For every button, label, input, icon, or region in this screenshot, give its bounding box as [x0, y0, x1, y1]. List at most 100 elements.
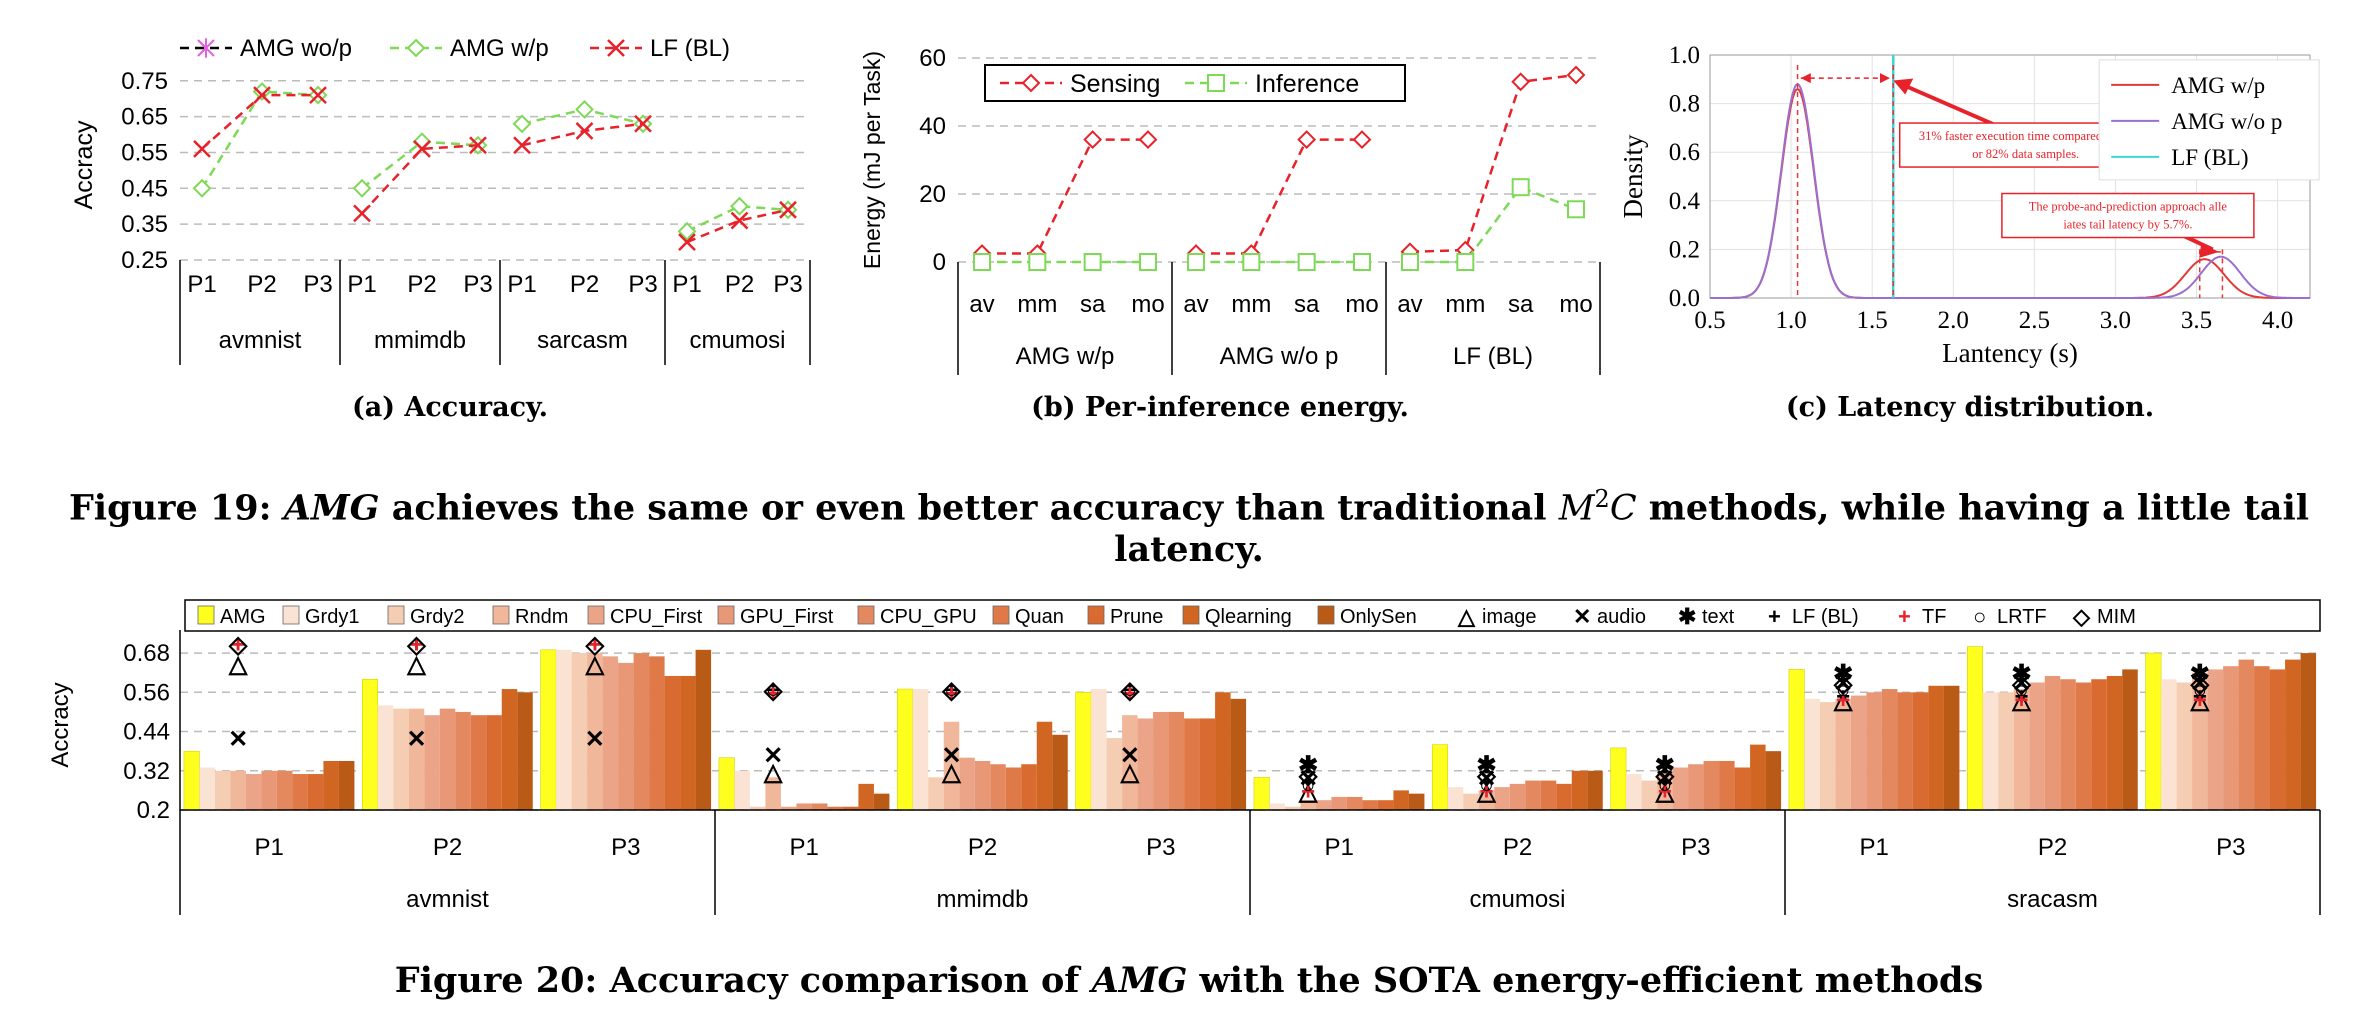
marker-text: ✱ [1476, 752, 1496, 779]
bar-GPU_First [261, 770, 277, 810]
legend-marker [1021, 73, 1041, 93]
marker-MIM: ◇ [228, 631, 248, 658]
marker-MIM: ◇ [941, 677, 961, 704]
point-amg-wp [352, 178, 372, 198]
bar-Quan [1005, 767, 1022, 810]
bar-Qlearning [680, 675, 696, 810]
marker-image: △ [1833, 687, 1854, 714]
annotation-box [2001, 192, 2255, 239]
bar-OnlySen [1765, 751, 1782, 810]
bar-Qlearning [501, 689, 518, 810]
bar-Prune [2269, 669, 2286, 810]
xtick-label: 2.5 [2019, 307, 2050, 334]
ytick-label: 40 [919, 113, 946, 140]
marker-audio: ✕ [763, 742, 783, 769]
marker-TF: + [944, 680, 958, 707]
figure19-caption: Figure 19: AMG achieves the same or even… [68, 485, 2310, 570]
group-label: cmumosi [689, 327, 785, 354]
point-Inference [1456, 253, 1475, 271]
ytick-label: 0.68 [123, 640, 170, 667]
legend-label: Quan [1015, 606, 1064, 628]
bar-CPU_First [1137, 718, 1154, 810]
legend-swatch [857, 605, 875, 625]
bar-Grdy1 [912, 689, 929, 810]
legend-swatch [1182, 605, 1200, 625]
ytick-label: 60 [919, 45, 946, 72]
xtick-label: P2 [2038, 834, 2067, 861]
density-curve-AMG w/o p [1710, 83, 2310, 299]
point-lf-bl [413, 139, 431, 158]
bar-OnlySen [1943, 685, 1960, 810]
bar-Qlearning [858, 783, 874, 810]
marker-LRTF: ○ [1836, 677, 1851, 704]
fig19a-caption: (a) Accuracy. [351, 392, 549, 423]
marker-image: △ [2011, 687, 2032, 714]
xtick-label: 4.0 [2262, 307, 2293, 334]
series-line-Sensing [1409, 73, 1577, 254]
bar-CPU_First [2207, 669, 2224, 810]
bar-Prune [486, 715, 502, 810]
fig19c-caption: (c) Latency distribution. [1785, 392, 2155, 423]
bar-Quan [2075, 682, 2092, 810]
point-lf-bl [309, 86, 327, 104]
bar-CPU_GPU [1703, 760, 1720, 810]
legend-swatch [387, 605, 405, 625]
xtick-label: P3 [611, 834, 640, 861]
legend-swatch [1087, 605, 1105, 625]
bar-Rndm [765, 777, 781, 810]
bar-Qlearning [1215, 692, 1231, 810]
marker-LRTF: ○ [1301, 772, 1316, 799]
bar-Qlearning [1750, 744, 1766, 810]
span-arrowheads [1800, 73, 1890, 84]
point-Inference [1511, 178, 1530, 197]
marker-LF (BL): + [944, 677, 958, 704]
marker-LF (BL): + [766, 677, 780, 704]
ytick-label: 0.45 [121, 175, 168, 202]
marker-LRTF: ○ [1123, 677, 1138, 704]
marker-LRTF: ○ [1479, 772, 1494, 799]
marker-image: △ [941, 759, 962, 786]
bar-Quan [292, 774, 308, 810]
bar-Prune [1734, 767, 1751, 810]
bar-Rndm [1300, 800, 1316, 810]
x-axis-label: Lantency (s) [1942, 338, 2078, 368]
xtick-label: sa [1294, 291, 1320, 318]
marker-audio: ✕ [1655, 765, 1675, 792]
bar-AMG [1075, 692, 1092, 811]
point-amg-wp [575, 100, 594, 119]
point-Sensing [1352, 130, 1372, 150]
xtick-label: mo [1131, 291, 1164, 318]
bar-CPU_First [245, 774, 262, 810]
marker-text: ✱ [1655, 752, 1675, 779]
bar-Grdy1 [377, 705, 394, 810]
marker-text: ✱ [1298, 752, 1318, 779]
marker-audio: ✕ [2190, 671, 2210, 698]
callout-arrowhead [1893, 78, 1914, 95]
bar-CPU_GPU [276, 770, 293, 810]
series-line-Sensing [982, 138, 1148, 255]
ytick-label: 0.44 [123, 719, 170, 746]
legend-marker: + [1768, 604, 1781, 629]
point-lf-bl [634, 114, 652, 133]
callout-arrowhead [2199, 243, 2220, 258]
bar-GPU_First [974, 760, 991, 810]
legend-label: LRTF [1997, 606, 2047, 628]
marker-TF: + [2193, 687, 2207, 714]
legend-marker [1207, 74, 1225, 92]
bar-Grdy1 [1447, 787, 1464, 810]
legend-label: text [1702, 606, 1735, 628]
bar-GPU_First [618, 662, 634, 810]
marker-MIM: ◇ [2190, 671, 2210, 698]
marker-audio: ✕ [1476, 765, 1496, 792]
series-line-AMG w/p [200, 90, 319, 189]
bar-Rndm [1478, 790, 1495, 810]
point-amg-wp [512, 114, 532, 134]
series-line-AMG w/p [686, 204, 789, 233]
ytick-label: 1.0 [1669, 42, 1700, 69]
bar-Grdy1 [1626, 774, 1642, 810]
annotation-text-line2: or 82% data samples. [1972, 147, 2079, 161]
bar-GPU_First [439, 708, 456, 810]
series-line-LF (BL) [201, 93, 318, 150]
legend-swatch [717, 605, 735, 625]
